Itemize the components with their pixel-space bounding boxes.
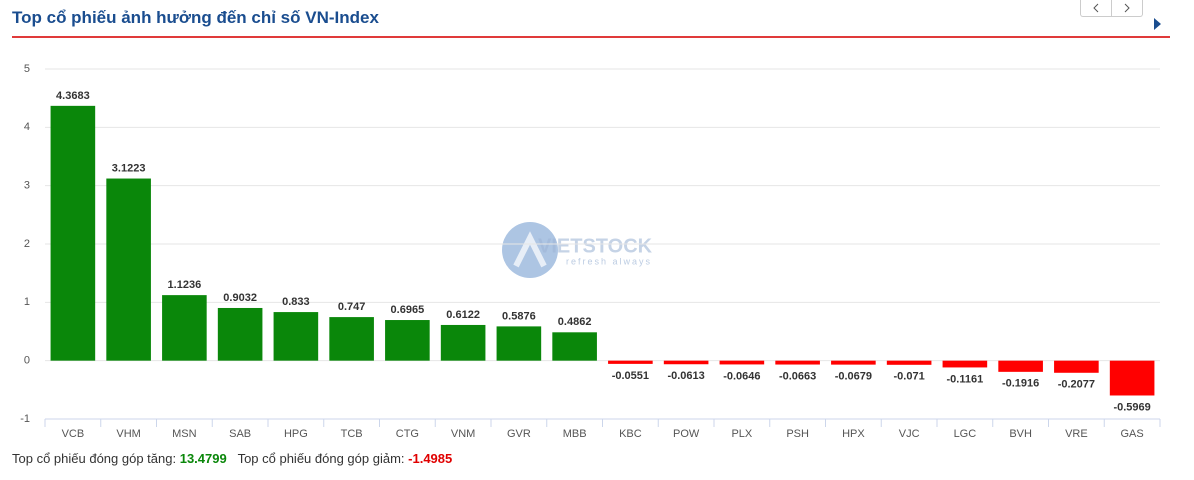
- watermark-brand: VIETSTOCK: [538, 235, 653, 257]
- bar: [552, 332, 597, 361]
- data-label: 0.9032: [223, 292, 257, 304]
- data-label: -0.5969: [1113, 401, 1150, 413]
- data-label: 0.4862: [558, 316, 592, 328]
- x-tick-label: MBB: [563, 428, 587, 440]
- chart-title: Top cổ phiếu ảnh hưởng đến chỉ số VN-Ind…: [12, 8, 379, 27]
- x-tick-label: POW: [673, 428, 700, 440]
- watermark-tagline: refresh always: [566, 256, 652, 266]
- data-label: 4.3683: [56, 90, 90, 102]
- data-label: -0.071: [894, 371, 925, 383]
- data-label: 0.5876: [502, 310, 536, 322]
- data-label: 1.1236: [168, 279, 202, 291]
- data-label: -0.0646: [723, 370, 760, 382]
- bar: [1109, 360, 1155, 396]
- y-tick-label: -1: [20, 413, 30, 425]
- y-tick-label: 0: [24, 355, 30, 367]
- title-rule: [12, 36, 1170, 38]
- y-tick-label: 4: [24, 121, 30, 133]
- bar: [329, 317, 374, 361]
- expand-arrow[interactable]: [1154, 18, 1161, 30]
- x-tick-label: MSN: [172, 428, 197, 440]
- x-tick-label: HPG: [284, 428, 308, 440]
- data-label: -0.0679: [835, 371, 872, 383]
- up-value: 13.4799: [179, 451, 227, 466]
- x-tick-label: GVR: [507, 428, 531, 440]
- x-tick-label: VHM: [116, 428, 140, 440]
- bar: [831, 360, 876, 365]
- x-tick-label: VNM: [451, 428, 475, 440]
- x-tick-label: GAS: [1121, 428, 1144, 440]
- bar: [608, 360, 653, 364]
- bar: [886, 360, 932, 365]
- y-tick-label: 3: [24, 180, 30, 192]
- data-label: -0.1161: [947, 373, 984, 385]
- bar: [440, 324, 486, 361]
- bar: [942, 360, 988, 368]
- x-tick-label: TCB: [341, 428, 363, 440]
- bar: [162, 295, 207, 361]
- data-label: -0.0663: [779, 370, 816, 382]
- data-label: 0.6965: [391, 304, 425, 316]
- bar: [273, 312, 319, 361]
- x-tick-label: VJC: [899, 428, 920, 440]
- down-value: -1.4985: [408, 451, 453, 466]
- up-label: Top cổ phiếu đóng góp tăng:: [12, 451, 177, 466]
- data-label: -0.2077: [1058, 379, 1095, 391]
- x-tick-label: VCB: [62, 428, 85, 440]
- prev-icon: [1093, 3, 1099, 13]
- data-label: 0.833: [282, 296, 310, 308]
- bar: [50, 105, 96, 361]
- data-label: -0.0551: [612, 370, 649, 382]
- y-tick-label: 1: [24, 296, 30, 308]
- down-label: Top cổ phiếu đóng góp giảm:: [237, 451, 405, 466]
- bar: [496, 326, 542, 361]
- x-tick-label: PSH: [786, 428, 809, 440]
- next-icon: [1124, 3, 1130, 13]
- x-tick-label: PLX: [731, 428, 752, 440]
- data-label: 3.1223: [112, 162, 146, 174]
- x-tick-label: LGC: [954, 428, 977, 440]
- summary: Top cổ phiếu đóng góp tăng: 13.4799 Top …: [12, 451, 452, 466]
- x-tick-label: KBC: [619, 428, 642, 440]
- bar: [998, 360, 1043, 372]
- prev-button[interactable]: [1080, 0, 1112, 17]
- bar: [385, 320, 430, 361]
- data-label: -0.1916: [1002, 378, 1039, 390]
- next-button[interactable]: [1111, 0, 1143, 17]
- data-label: 0.747: [338, 301, 366, 313]
- y-tick-label: 2: [24, 238, 30, 250]
- y-tick-label: 5: [24, 63, 30, 75]
- data-label: -0.0613: [667, 370, 704, 382]
- x-tick-label: VRE: [1065, 428, 1088, 440]
- x-tick-label: SAB: [229, 428, 251, 440]
- bar: [1054, 360, 1099, 373]
- bar: [217, 307, 263, 361]
- watermark-arrow: [513, 231, 547, 268]
- data-label: 0.6122: [446, 309, 480, 321]
- bar: [663, 360, 709, 365]
- bar: [775, 360, 820, 365]
- x-tick-label: HPX: [842, 428, 865, 440]
- bar: [106, 178, 151, 361]
- x-tick-label: CTG: [396, 428, 419, 440]
- bar: [719, 360, 765, 365]
- x-tick-label: BVH: [1009, 428, 1032, 440]
